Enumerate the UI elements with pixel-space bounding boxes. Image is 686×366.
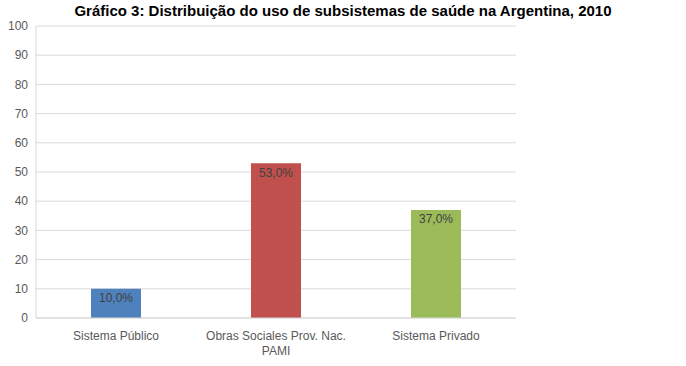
- svg-text:100: 100: [8, 19, 28, 33]
- svg-text:80: 80: [15, 78, 29, 92]
- svg-text:0: 0: [21, 311, 28, 325]
- svg-text:50: 50: [15, 165, 29, 179]
- svg-text:53,0%: 53,0%: [259, 166, 293, 180]
- svg-text:30: 30: [15, 224, 29, 238]
- svg-text:90: 90: [15, 48, 29, 62]
- svg-text:70: 70: [15, 107, 29, 121]
- svg-text:10: 10: [15, 282, 29, 296]
- svg-text:Sistema Público: Sistema Público: [73, 329, 159, 343]
- svg-text:10,0%: 10,0%: [99, 291, 133, 305]
- svg-text:Obras Sociales Prov. Nac.PAMI: Obras Sociales Prov. Nac.PAMI: [206, 329, 346, 358]
- svg-text:37,0%: 37,0%: [419, 212, 453, 226]
- svg-text:Sistema Privado: Sistema Privado: [392, 329, 480, 343]
- html-text:Gráfico 3: Distribuição do uso: Gráfico 3: Distribuição do uso de subsis…: [74, 2, 612, 19]
- svg-text:60: 60: [15, 136, 29, 150]
- svg-text:20: 20: [15, 253, 29, 267]
- svg-text:40: 40: [15, 194, 29, 208]
